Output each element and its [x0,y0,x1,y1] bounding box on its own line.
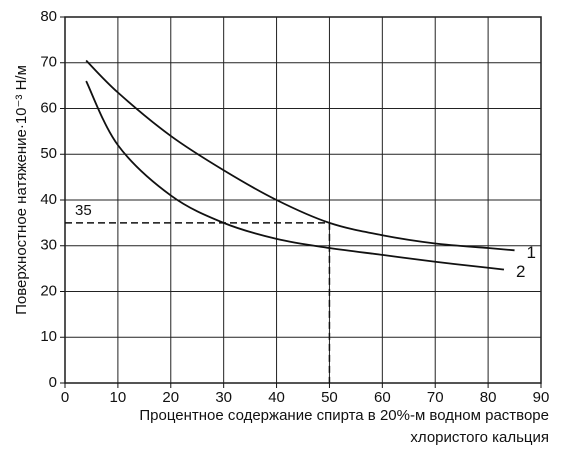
x-tick-label: 30 [215,389,232,406]
reference-label: 35 [75,202,92,219]
y-tick-label: 60 [40,99,57,116]
y-tick-label: 50 [40,145,57,162]
x-axis-label: Процентное содержание спирта в 20%-м вод… [139,407,549,424]
x-tick-label: 60 [374,389,391,406]
series-label: 1 [527,243,536,262]
x-tick-label: 80 [480,389,497,406]
x-tick-label: 40 [268,389,285,406]
series-line [85,59,515,252]
y-tick-label: 0 [49,374,57,391]
x-tick-label: 70 [427,389,444,406]
x-tick-label: 50 [321,389,338,406]
y-tick-label: 70 [40,54,57,71]
y-tick-label: 30 [40,237,57,254]
x-tick-label: 20 [162,389,179,406]
x-axis-label: хлористого кальция [410,429,549,446]
x-tick-label: 10 [110,389,127,406]
x-tick-label: 90 [533,389,550,406]
y-tick-label: 10 [40,328,57,345]
series-line [85,80,505,271]
y-tick-label: 80 [40,8,57,25]
y-tick-label: 40 [40,191,57,208]
y-tick-label: 20 [40,282,57,299]
y-axis-label: Поверхностное натяжение·10⁻³ Н/м [13,65,30,315]
x-tick-label: 0 [61,389,69,406]
series-label: 2 [516,262,525,281]
